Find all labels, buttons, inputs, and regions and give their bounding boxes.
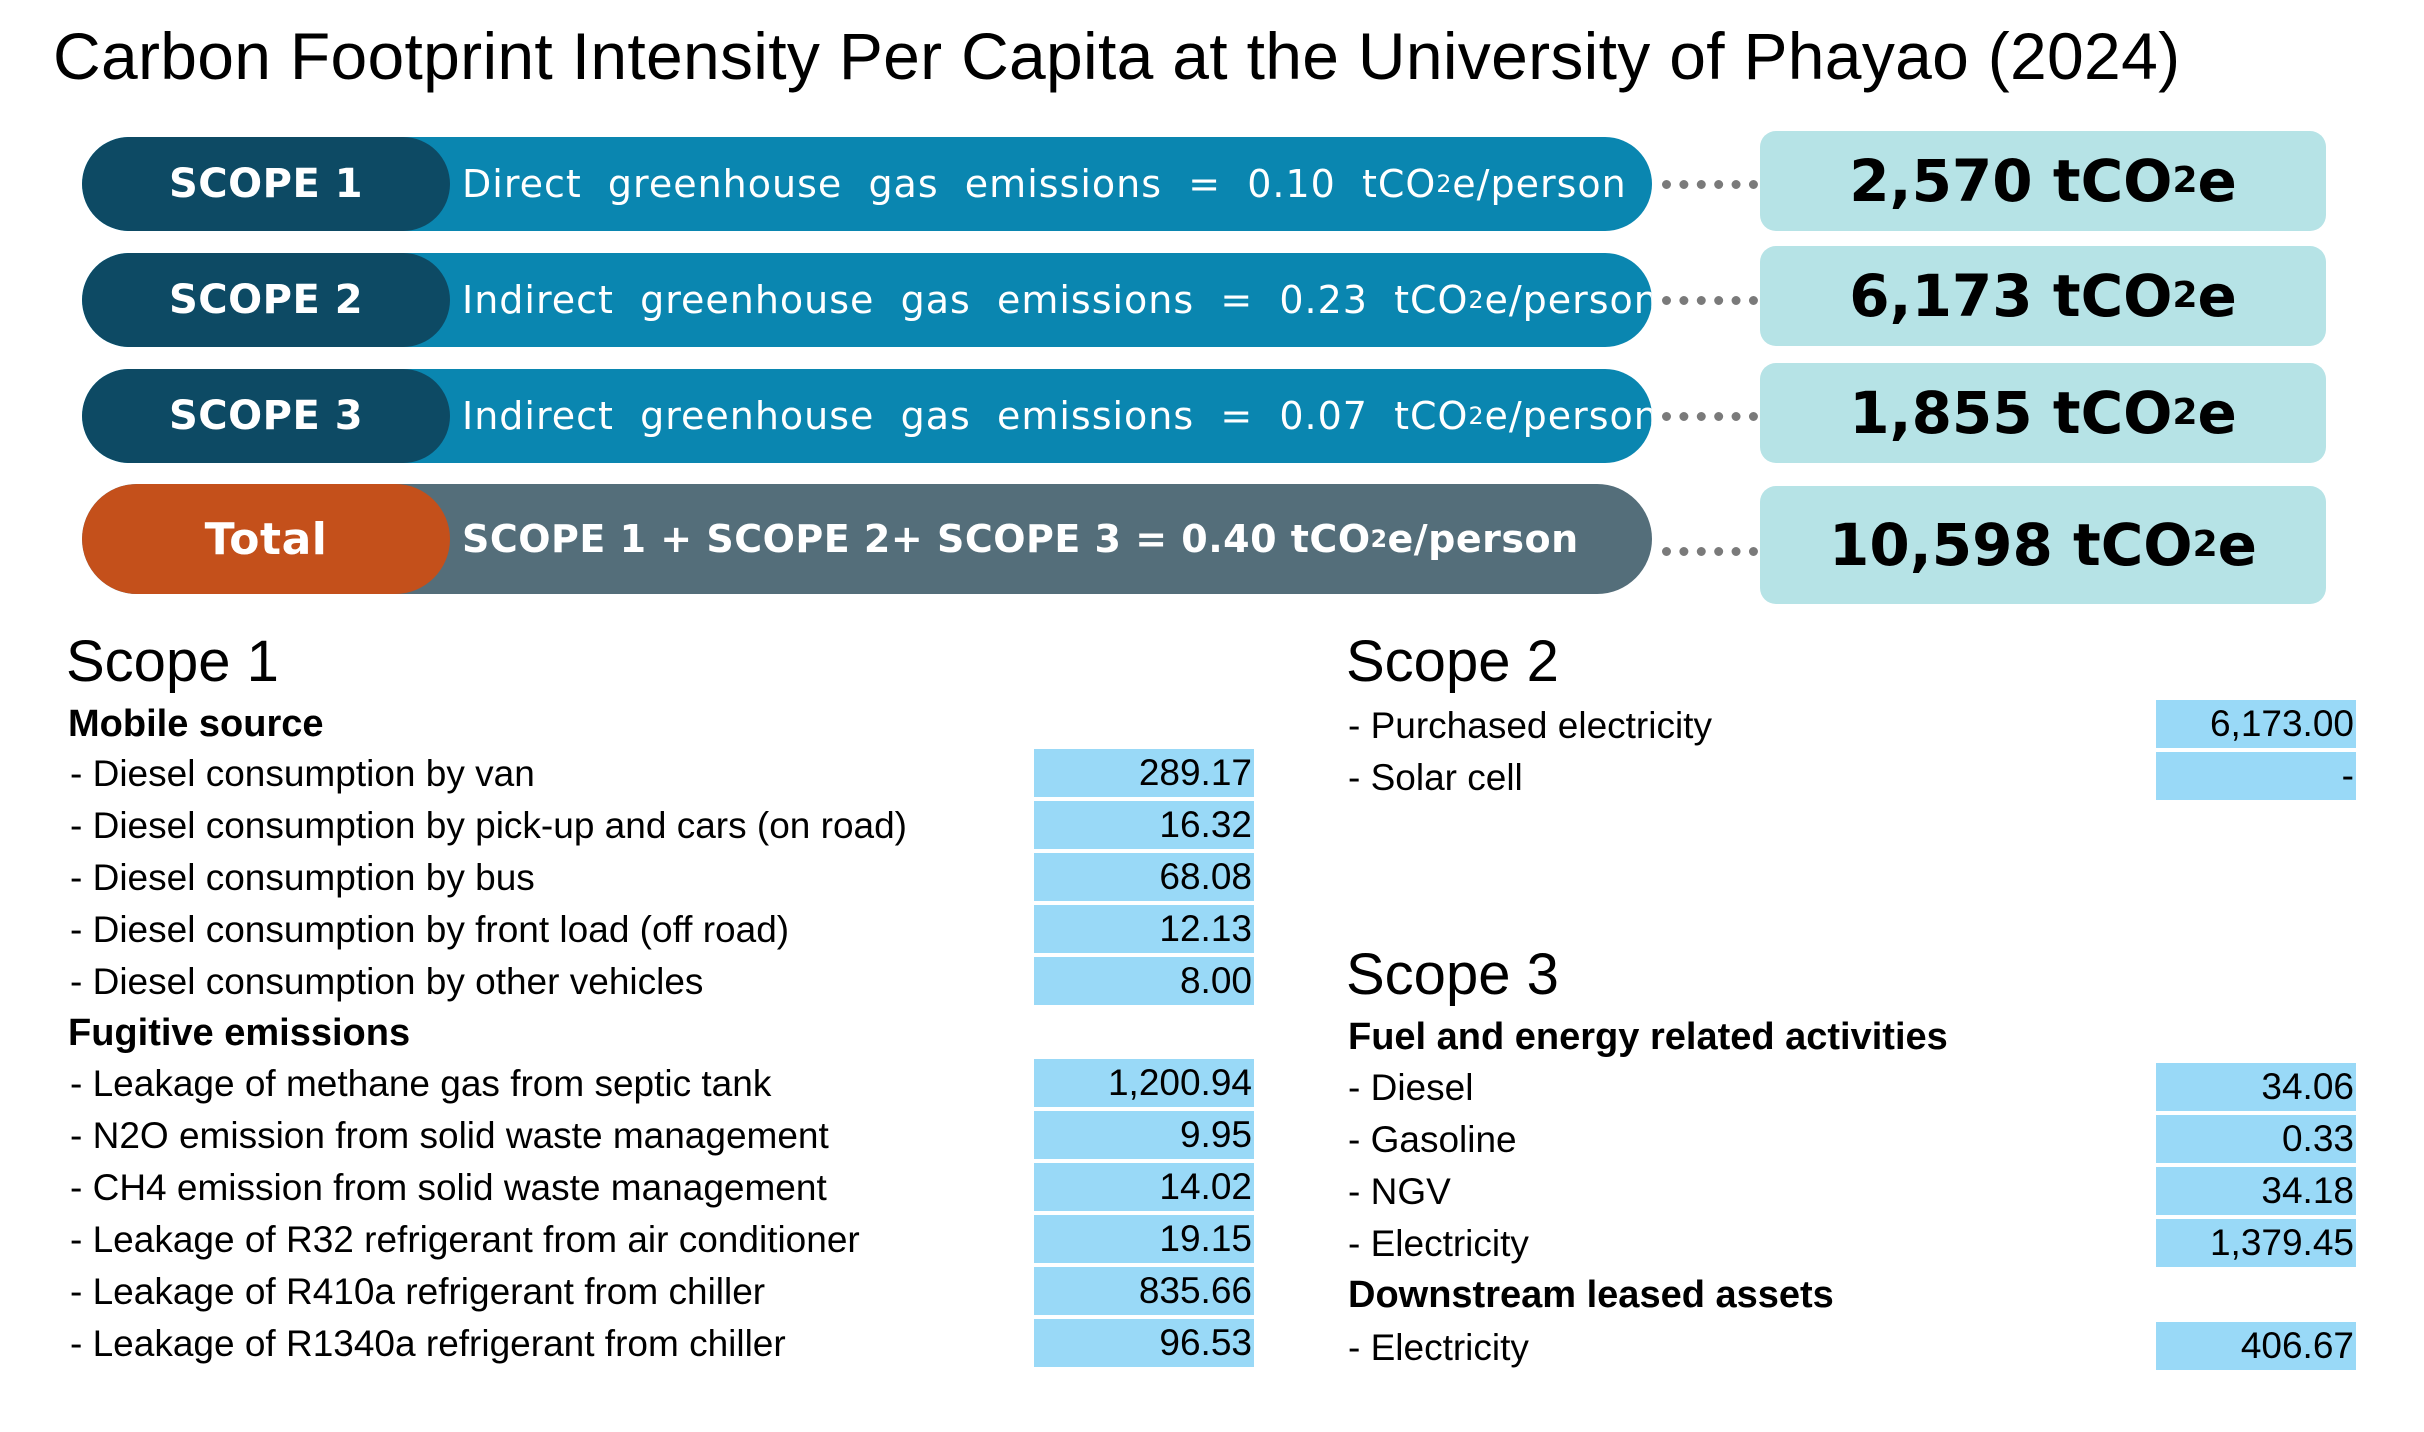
- value-cell: -: [2156, 752, 2356, 800]
- value-cell: 835.66: [1034, 1267, 1254, 1315]
- list-item: - Diesel consumption by bus: [70, 857, 535, 898]
- list-item: - Diesel consumption by front load (off …: [70, 909, 790, 950]
- list-item: - CH4 emission from solid waste manageme…: [70, 1167, 827, 1208]
- scope2-heading: Scope 2: [1346, 629, 1559, 694]
- scope1-heading: Scope 1: [66, 629, 279, 694]
- list-item: - Purchased electricity: [1348, 705, 1712, 746]
- value-cell: 9.95: [1034, 1111, 1254, 1159]
- list-item: - Diesel consumption by van: [70, 753, 535, 794]
- scope2-description: Indirect greenhouse gas emissions = 0.23…: [462, 278, 1652, 322]
- scope1-description: Direct greenhouse gas emissions = 0.10 t…: [462, 162, 1627, 206]
- scope2-tag: SCOPE 2: [82, 253, 450, 347]
- scope1-bar: SCOPE 1 Direct greenhouse gas emissions …: [82, 137, 1652, 231]
- list-item: - N2O emission from solid waste manageme…: [70, 1115, 829, 1156]
- list-item: - Electricity: [1348, 1327, 1529, 1368]
- downstream-leased-heading: Downstream leased assets: [1348, 1274, 1834, 1316]
- value-cell: 34.06: [2156, 1063, 2356, 1111]
- value-cell: 8.00: [1034, 957, 1254, 1005]
- scope2-connector: [1662, 296, 1758, 305]
- value-cell: 406.67: [2156, 1322, 2356, 1370]
- list-item: - Electricity: [1348, 1223, 1529, 1264]
- scope3-total-value: 1,855 tCO 2 e: [1760, 363, 2326, 463]
- value-cell: 16.32: [1034, 801, 1254, 849]
- list-item: - Diesel: [1348, 1067, 1474, 1108]
- value-cell: 34.18: [2156, 1167, 2356, 1215]
- list-item: - Leakage of R410a refrigerant from chil…: [70, 1271, 766, 1312]
- list-item: - Gasoline: [1348, 1119, 1517, 1160]
- total-description: SCOPE 1 + SCOPE 2+ SCOPE 3 = 0.40 tCO 2 e/…: [462, 517, 1579, 561]
- mobile-source-heading: Mobile source: [68, 703, 324, 745]
- scope3-bar: SCOPE 3 Indirect greenhouse gas emission…: [82, 369, 1652, 463]
- list-item: - Diesel consumption by other vehicles: [70, 961, 704, 1002]
- total-tag: Total: [82, 484, 450, 594]
- value-cell: 1,379.45: [2156, 1219, 2356, 1267]
- fugitive-emissions-heading: Fugitive emissions: [68, 1012, 411, 1054]
- scope2-bar: SCOPE 2 Indirect greenhouse gas emission…: [82, 253, 1652, 347]
- value-cell: 1,200.94: [1034, 1059, 1254, 1107]
- list-item: - Leakage of R1340a refrigerant from chi…: [70, 1323, 786, 1364]
- value-cell: 0.33: [2156, 1115, 2356, 1163]
- total-connector: [1662, 547, 1758, 556]
- scope3-tag: SCOPE 3: [82, 369, 450, 463]
- value-cell: 289.17: [1034, 749, 1254, 797]
- total-bar: Total SCOPE 1 + SCOPE 2+ SCOPE 3 = 0.40 …: [82, 484, 1652, 594]
- scope1-total-value: 2,570 tCO 2 e: [1760, 131, 2326, 231]
- scope1-tag: SCOPE 1: [82, 137, 450, 231]
- scope3-description: Indirect greenhouse gas emissions = 0.07…: [462, 394, 1652, 438]
- list-item: - Diesel consumption by pick-up and cars…: [70, 805, 907, 846]
- scope1-connector: [1662, 180, 1758, 189]
- value-cell: 14.02: [1034, 1163, 1254, 1211]
- value-cell: 96.53: [1034, 1319, 1254, 1367]
- value-cell: 19.15: [1034, 1215, 1254, 1263]
- list-item: - Leakage of methane gas from septic tan…: [70, 1063, 772, 1104]
- scope2-total-value: 6,173 tCO 2 e: [1760, 246, 2326, 346]
- scope3-connector: [1662, 412, 1758, 421]
- fuel-energy-heading: Fuel and energy related activities: [1348, 1016, 1948, 1058]
- page-title: Carbon Footprint Intensity Per Capita at…: [53, 19, 2181, 93]
- scope3-heading: Scope 3: [1346, 942, 1559, 1007]
- list-item: - Solar cell: [1348, 757, 1523, 798]
- value-cell: 6,173.00: [2156, 700, 2356, 748]
- list-item: - Leakage of R32 refrigerant from air co…: [70, 1219, 860, 1260]
- value-cell: 12.13: [1034, 905, 1254, 953]
- list-item: - NGV: [1348, 1171, 1451, 1212]
- grand-total-value: 10,598 tCO 2 e: [1760, 486, 2326, 604]
- value-cell: 68.08: [1034, 853, 1254, 901]
